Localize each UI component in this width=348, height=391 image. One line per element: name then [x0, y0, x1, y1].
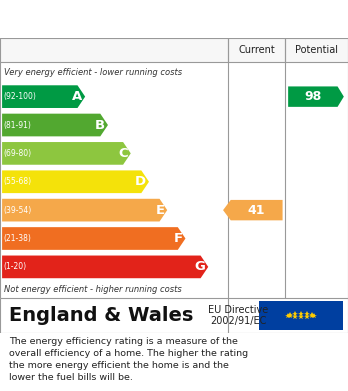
Text: (39-54): (39-54): [4, 206, 32, 215]
Text: F: F: [174, 232, 183, 245]
Text: (69-80): (69-80): [4, 149, 32, 158]
Polygon shape: [288, 86, 344, 107]
Text: D: D: [135, 175, 146, 188]
Text: EU Directive
2002/91/EC: EU Directive 2002/91/EC: [208, 305, 269, 326]
Bar: [259, 301, 343, 330]
Text: The energy efficiency rating is a measure of the
overall efficiency of a home. T: The energy efficiency rating is a measur…: [9, 337, 248, 382]
Polygon shape: [2, 256, 208, 278]
Text: G: G: [195, 260, 205, 273]
Text: Current: Current: [238, 45, 275, 55]
Text: Potential: Potential: [295, 45, 338, 55]
Text: Energy Efficiency Rating: Energy Efficiency Rating: [9, 12, 230, 27]
Text: 98: 98: [304, 90, 322, 103]
Bar: [0, 38, 348, 62]
Polygon shape: [2, 114, 108, 136]
Text: (81-91): (81-91): [4, 120, 32, 129]
Text: 41: 41: [248, 204, 266, 217]
Polygon shape: [223, 200, 283, 221]
Polygon shape: [2, 85, 85, 108]
Polygon shape: [2, 199, 167, 221]
Text: Not energy efficient - higher running costs: Not energy efficient - higher running co…: [4, 285, 182, 294]
Text: England & Wales: England & Wales: [9, 306, 193, 325]
Polygon shape: [2, 227, 185, 250]
Text: B: B: [95, 118, 105, 131]
Text: E: E: [155, 204, 164, 217]
Text: C: C: [118, 147, 128, 160]
Text: Very energy efficient - lower running costs: Very energy efficient - lower running co…: [4, 68, 182, 77]
Text: (21-38): (21-38): [4, 234, 32, 243]
Polygon shape: [2, 170, 149, 193]
Text: A: A: [72, 90, 82, 103]
Polygon shape: [2, 142, 131, 165]
Text: (1-20): (1-20): [4, 262, 27, 271]
Text: (55-68): (55-68): [4, 177, 32, 186]
Text: (92-100): (92-100): [4, 92, 37, 101]
